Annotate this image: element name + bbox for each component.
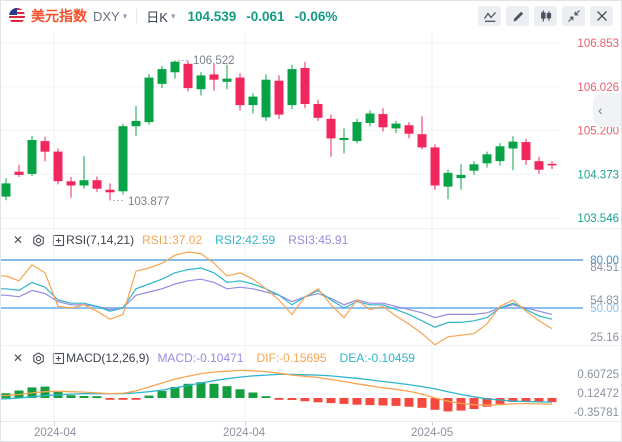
instrument-title: 美元指数 xyxy=(31,8,87,24)
close-icon[interactable]: ✕ xyxy=(13,351,24,365)
svg-text:104.373: 104.373 xyxy=(577,169,619,181)
svg-text:50.00: 50.00 xyxy=(590,303,619,315)
chart-toolbar xyxy=(478,6,613,26)
collapse-axis-handle[interactable]: ‹ xyxy=(593,93,621,127)
price-change-percent: -0.06% xyxy=(294,8,338,24)
svg-text:54.83: 54.83 xyxy=(590,295,619,307)
axis-tick xyxy=(432,422,433,426)
chevron-down-icon: ▾ xyxy=(170,10,176,21)
dif-value: DIF:-0.15695 xyxy=(256,351,327,365)
time-label: 2024-05 xyxy=(411,427,454,439)
candlestick-icon xyxy=(540,10,551,22)
chevron-down-icon: ▾ xyxy=(122,10,128,21)
macd-lines xyxy=(1,369,553,406)
rsi-chart[interactable]: 80.00 50.00 84.51 54.83 25.16 xyxy=(1,229,622,347)
svg-text:106.522: 106.522 xyxy=(193,55,235,67)
rsi-label: RSI(7,14,21) xyxy=(66,233,135,247)
close-icon[interactable]: ✕ xyxy=(13,233,24,247)
period-selector[interactable]: 日K ▾ xyxy=(146,7,175,26)
dea-value: DEA:-0.10459 xyxy=(339,351,415,365)
pencil-icon xyxy=(513,11,523,22)
draw-button[interactable] xyxy=(506,6,529,26)
svg-text:25.16: 25.16 xyxy=(590,332,619,344)
rsi3-value: RSI3:45.91 xyxy=(288,233,349,247)
svg-text:106.026: 106.026 xyxy=(577,82,619,94)
indicator-button[interactable] xyxy=(478,6,501,26)
symbol-selector[interactable]: DXY ▾ xyxy=(93,9,127,24)
pane-divider xyxy=(1,228,621,229)
settings-icon[interactable] xyxy=(32,351,45,365)
time-label: 2024-04 xyxy=(34,427,77,439)
time-axis[interactable]: 2024-04 2024-04 2024-05 xyxy=(1,421,621,441)
last-price: 104.539 xyxy=(187,8,237,24)
period-label: 日K xyxy=(146,9,168,25)
close-button[interactable] xyxy=(590,6,613,26)
svg-text:-0.35781: -0.35781 xyxy=(574,407,619,419)
gridlines xyxy=(1,31,559,228)
symbol-label: DXY xyxy=(93,8,120,24)
extreme-annotations: 106.522 103.877 xyxy=(113,55,235,208)
svg-text:105.200: 105.200 xyxy=(577,126,619,138)
price-axis-labels: 106.853 106.026 105.200 104.373 103.546 xyxy=(577,38,619,225)
axis-tick xyxy=(245,422,246,426)
chart-style-button[interactable] xyxy=(534,6,557,26)
axis-tick xyxy=(54,422,55,426)
chart-header: 美元指数 DXY ▾ 日K ▾ 104.539 -0.061 -0.06% xyxy=(1,1,621,31)
svg-text:106.853: 106.853 xyxy=(577,38,619,50)
macd-chart[interactable]: 0.60725 0.12472 -0.35781 xyxy=(1,347,622,421)
macd-pane-header: ✕ MACD(12,26,9) MACD:-0.10471 DIF:-0.156… xyxy=(1,348,428,368)
us-flag-icon xyxy=(9,8,25,24)
price-change: -0.061 xyxy=(246,8,285,24)
candles xyxy=(1,60,557,201)
svg-text:84.51: 84.51 xyxy=(590,262,619,274)
macd-value: MACD:-0.10471 xyxy=(157,351,244,365)
rsi1-value: RSI1:37.02 xyxy=(142,233,203,247)
indicator-icon xyxy=(483,12,496,22)
rsi-levels: 80.00 50.00 84.51 54.83 25.16 xyxy=(1,255,619,344)
settings-icon[interactable] xyxy=(32,233,45,247)
svg-text:103.546: 103.546 xyxy=(577,213,619,225)
svg-text:0.12472: 0.12472 xyxy=(577,388,619,400)
time-label: 2024-04 xyxy=(223,427,266,439)
macd-label: MACD(12,26,9) xyxy=(66,351,150,365)
macd-axis-labels: 0.60725 0.12472 -0.35781 xyxy=(574,369,619,419)
svg-text:80.00: 80.00 xyxy=(590,255,619,267)
candlestick-chart[interactable]: 106.853 106.026 105.200 104.373 103.546 106.5… xyxy=(1,31,622,228)
pane-divider xyxy=(1,345,621,346)
collapse-icon xyxy=(567,10,580,22)
svg-text:0.60725: 0.60725 xyxy=(577,369,619,381)
svg-text:103.877: 103.877 xyxy=(128,196,170,208)
rsi-lines xyxy=(1,251,553,346)
gridlines xyxy=(53,347,433,421)
header-divider xyxy=(136,9,138,23)
close-icon xyxy=(596,11,607,21)
collapse-button[interactable] xyxy=(562,6,585,26)
